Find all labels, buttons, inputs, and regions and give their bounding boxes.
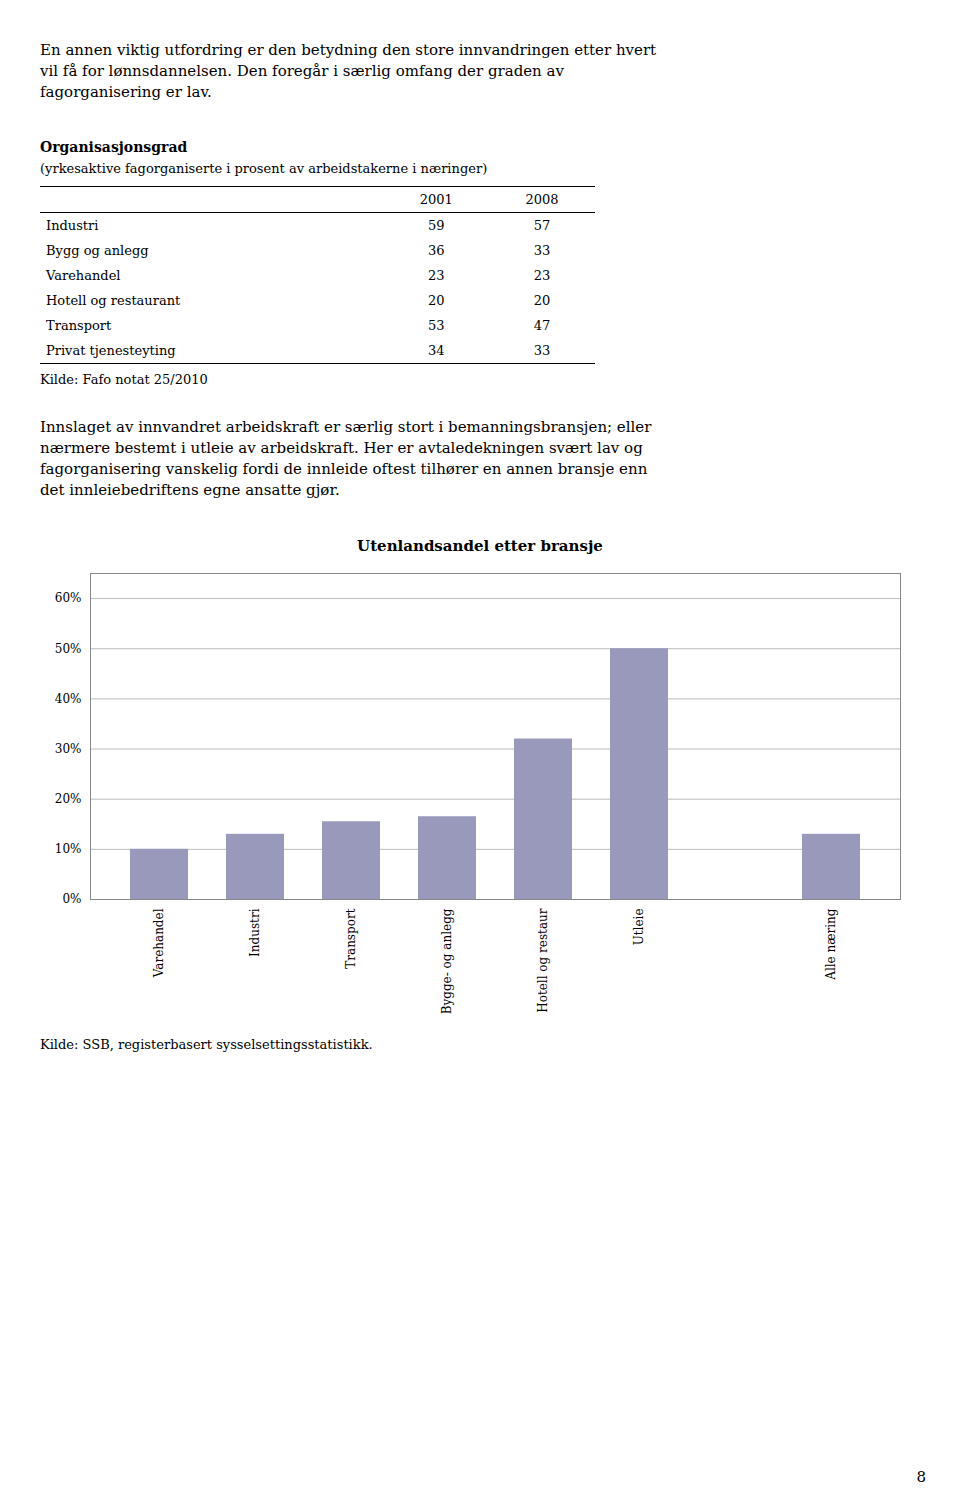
svg-text:Transport: Transport [344,908,358,968]
html-text:2008: 2008 [525,192,559,207]
html-text:34: 34 [428,343,445,358]
html-text:Kilde: SSB, registerbasert sys: Kilde: SSB, registerbasert sysselsetting… [40,1037,373,1052]
html-text:Innslaget av innvandret arbeid: Innslaget av innvandret arbeidskraft er … [40,418,652,499]
html-text:47: 47 [533,318,551,333]
html-text:Organisasjonsgrad: Organisasjonsgrad [40,139,188,155]
html-text:(yrkesaktive fagorganiserte i: (yrkesaktive fagorganiserte i prosent av… [40,161,488,176]
html-text:2001: 2001 [419,192,453,207]
html-text:23: 23 [428,268,445,283]
svg-text:Industri: Industri [248,908,262,957]
html-text:Hotell og restaurant: Hotell og restaurant [46,293,181,308]
svg-text:Utleie: Utleie [632,909,646,946]
svg-text:30%: 30% [55,742,82,756]
html-text:Privat tjenesteyting: Privat tjenesteyting [46,343,176,358]
html-text:En annen viktig utfordring er: En annen viktig utfordring er den betydn… [40,41,657,101]
html-text:8: 8 [916,1468,926,1486]
html-text:20: 20 [533,293,551,308]
html-text:Kilde: Fafo notat 25/2010: Kilde: Fafo notat 25/2010 [40,372,208,387]
html-text:36: 36 [428,243,445,258]
html-text:53: 53 [428,318,445,333]
html-text:33: 33 [533,243,551,258]
svg-text:Hotell og restaur: Hotell og restaur [536,908,550,1013]
html-text:23: 23 [533,268,551,283]
html-text:57: 57 [533,218,551,233]
svg-text:0%: 0% [62,892,81,906]
html-text:Utenlandsandel etter bransje: Utenlandsandel etter bransje [357,537,603,555]
html-text:20: 20 [428,293,445,308]
html-text:59: 59 [428,218,445,233]
svg-text:50%: 50% [55,642,82,656]
html-text:33: 33 [533,343,551,358]
html-text:Transport: Transport [46,318,112,333]
html-text:Industri: Industri [46,218,99,233]
svg-text:Varehandel: Varehandel [152,908,166,978]
html-text:Bygg og anlegg: Bygg og anlegg [46,243,149,258]
svg-text:Bygge- og anlegg: Bygge- og anlegg [440,908,454,1014]
svg-text:60%: 60% [55,591,82,605]
svg-text:40%: 40% [55,692,82,706]
html-text:Varehandel: Varehandel [46,268,121,283]
svg-text:10%: 10% [55,842,82,856]
svg-text:Alle næring: Alle næring [824,908,838,981]
svg-text:20%: 20% [55,792,82,806]
